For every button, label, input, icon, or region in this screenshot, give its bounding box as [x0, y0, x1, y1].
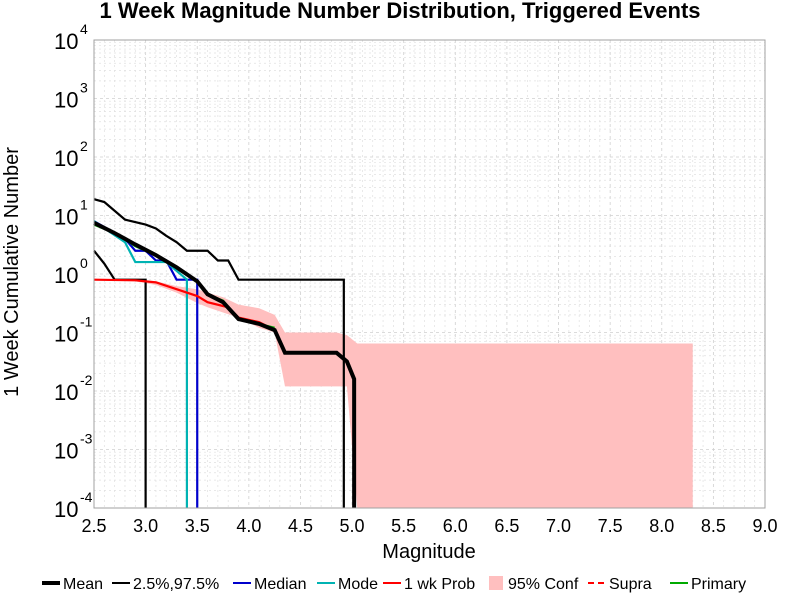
x-axis-label: Magnitude	[382, 541, 475, 563]
y-tick-exponent: -3	[80, 431, 93, 447]
x-tick-label: 7.5	[598, 516, 623, 536]
legend-item: Supra	[588, 576, 652, 593]
confidence-band	[94, 279, 693, 508]
legend-label: 1 wk Prob	[404, 576, 475, 593]
x-tick-label: 4.5	[288, 516, 313, 536]
x-tick-label: 2.5	[81, 516, 106, 536]
x-tick-label: 6.5	[494, 516, 519, 536]
y-tick-exponent: 4	[80, 21, 88, 37]
y-tick-base: 10	[54, 263, 78, 288]
y-tick-label: 10 3	[54, 80, 88, 113]
series-97-5	[93, 198, 345, 508]
x-tick-label: 8.0	[649, 516, 674, 536]
x-tick-label: 9.0	[752, 516, 777, 536]
legend-label: Mode	[338, 576, 378, 593]
y-tick-label: 10 1	[54, 197, 88, 230]
legend-label: Supra	[609, 576, 652, 593]
band-95-conf	[94, 279, 693, 508]
legend-item: 95% Conf	[489, 576, 579, 593]
x-tick-label: 6.0	[443, 516, 468, 536]
legend-swatch	[489, 576, 503, 590]
y-tick-exponent: 2	[80, 138, 88, 154]
legend-label: 95% Conf	[508, 576, 579, 593]
y-tick-base: 10	[54, 380, 78, 405]
x-tick-label: 5.0	[340, 516, 365, 536]
legend-item: 1 wk Prob	[383, 576, 475, 593]
legend-item: Mean	[42, 576, 103, 593]
y-tick-label: 10 -2	[54, 372, 93, 405]
x-tick-label: 5.5	[391, 516, 416, 536]
series-mode	[93, 220, 189, 508]
legend-item: Median	[233, 576, 306, 593]
y-tick-base: 10	[54, 205, 78, 230]
x-tick-label: 3.0	[133, 516, 158, 536]
x-tick-label: 7.0	[546, 516, 571, 536]
legend: Mean 2.5%,97.5% Median Mode 1 wk Prob 95% Con…	[42, 576, 746, 593]
legend-label: Median	[254, 576, 306, 593]
y-tick-label: 10 4	[54, 21, 88, 54]
legend-label: 2.5%,97.5%	[133, 576, 219, 593]
x-tick-label: 3.5	[185, 516, 210, 536]
y-tick-label: 10 -4	[54, 489, 93, 522]
y-tick-exponent: -1	[80, 314, 93, 330]
y-tick-base: 10	[54, 322, 78, 347]
y-tick-base: 10	[54, 439, 78, 464]
legend-item: 2.5%,97.5%	[112, 576, 219, 593]
x-tick-label: 8.5	[701, 516, 726, 536]
legend-item: Primary	[670, 576, 746, 593]
y-tick-label: 10 -3	[54, 431, 93, 464]
legend-label: Primary	[691, 576, 746, 593]
y-tick-label: 10 -1	[54, 314, 93, 347]
y-tick-exponent: -4	[80, 489, 93, 505]
series-mean	[93, 221, 357, 508]
y-tick-label: 10 2	[54, 138, 88, 171]
y-tick-exponent: 0	[80, 255, 88, 271]
series-lines	[93, 198, 357, 508]
legend-item: Mode	[317, 576, 378, 593]
y-axis-label: 1 Week Cumulative Number	[1, 147, 23, 397]
plot-frame	[93, 39, 766, 509]
y-tick-exponent: -2	[80, 372, 93, 388]
y-tick-base: 10	[54, 497, 78, 522]
legend-label: Mean	[63, 576, 103, 593]
y-tick-exponent: 3	[80, 80, 88, 96]
x-axis-ticks: 2.5 3.0 3.5 4.0 4.5 5.0 5.5 6.0 6.5 7.0 7.5 8.0 8.5 9…	[81, 516, 777, 536]
y-tick-base: 10	[54, 146, 78, 171]
chart-title: 1 Week Magnitude Number Distribution, Tr…	[99, 0, 700, 23]
y-tick-base: 10	[54, 29, 78, 54]
y-tick-base: 10	[54, 88, 78, 113]
y-tick-exponent: 1	[80, 197, 88, 213]
x-tick-label: 4.0	[236, 516, 261, 536]
y-tick-label: 10 0	[54, 255, 88, 288]
